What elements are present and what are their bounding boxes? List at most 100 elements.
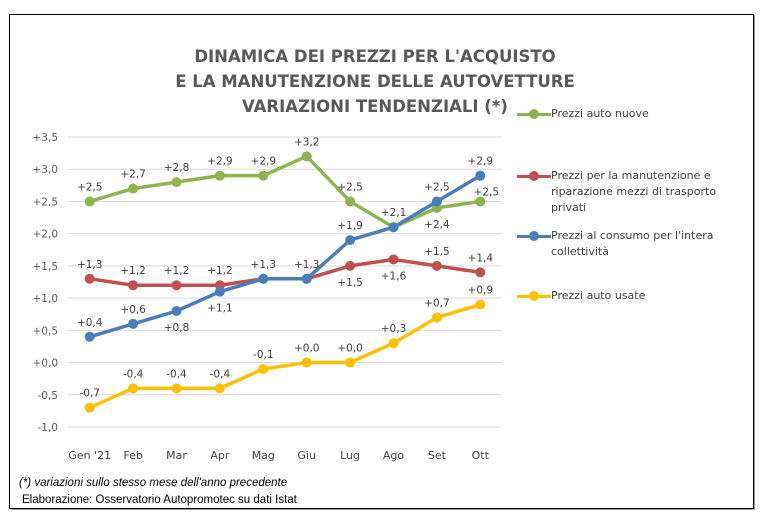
series-4 <box>84 299 486 413</box>
data-label: +0,0 <box>294 343 320 355</box>
data-label: +1,5 <box>337 277 363 289</box>
data-point <box>128 383 139 394</box>
data-point <box>258 364 269 374</box>
data-label: -0,4 <box>166 368 187 380</box>
y-tick-label: +2,0 <box>33 229 59 241</box>
data-label: +1,2 <box>120 265 146 277</box>
legend-label: Prezzi auto usate <box>551 289 646 302</box>
data-label: +0,3 <box>381 323 407 335</box>
data-point <box>345 196 356 207</box>
data-label: +1,2 <box>207 265 233 277</box>
x-tick-label: Feb <box>123 449 142 462</box>
y-tick-label: -1,0 <box>38 422 59 434</box>
data-label: +0,0 <box>337 343 363 355</box>
data-label: +2,8 <box>164 162 190 174</box>
data-label: +1,4 <box>468 252 494 264</box>
data-point <box>171 383 182 394</box>
x-tick-label: Apr <box>210 449 230 462</box>
x-tick-label: Ott <box>472 449 490 462</box>
data-point <box>301 151 312 162</box>
data-label: +1,9 <box>337 220 363 232</box>
data-point <box>128 318 139 329</box>
data-point <box>171 280 182 291</box>
data-point <box>84 331 95 342</box>
series-3 <box>84 170 486 342</box>
data-point <box>475 196 486 207</box>
y-tick-label: -0,5 <box>38 390 59 402</box>
data-label: +1,5 <box>424 246 450 258</box>
data-point <box>431 312 442 323</box>
gridlines <box>68 136 502 428</box>
data-point <box>345 260 356 271</box>
data-label: +0,8 <box>164 322 190 334</box>
data-point <box>258 273 269 284</box>
data-label: +2,4 <box>424 219 450 231</box>
data-point <box>431 196 442 207</box>
footnote: (*) variazioni sullo stesso mese dell'an… <box>19 477 288 489</box>
data-label: +2,9 <box>468 156 494 168</box>
data-point <box>128 280 139 291</box>
data-label: +2,5 <box>474 186 500 198</box>
data-label: +0,9 <box>468 285 494 297</box>
data-point <box>128 183 139 194</box>
data-point <box>431 260 442 271</box>
legend-item-auto-nuove[interactable]: Prezzi auto nuove <box>517 107 741 122</box>
y-tick-label: +2,5 <box>33 196 59 208</box>
data-point <box>214 286 225 297</box>
legend-label: Prezzi per la manutenzione e <box>551 169 711 182</box>
data-label: +0,4 <box>77 317 103 329</box>
series-line <box>87 302 483 410</box>
chart-title-line-1: DINAMICA DEI PREZZI PER L'ACQUISTO <box>194 47 556 66</box>
y-axis-labels: +3,5 +3,0 +2,5 +2,0 +1,5 +1,0 +0,5 +0,0 -0,5 -1,0 <box>33 132 59 434</box>
legend-label: privati <box>551 201 587 214</box>
x-tick-label: Mag <box>252 449 275 462</box>
data-label: +2,7 <box>120 169 146 181</box>
y-tick-label: +0,0 <box>33 358 59 370</box>
data-point <box>388 338 399 349</box>
data-label: -0,4 <box>210 368 231 380</box>
legend-marker-auto-usate <box>517 290 551 302</box>
legend-marker-auto-nuove <box>517 108 551 120</box>
data-label: +2,5 <box>77 181 103 193</box>
series-line <box>87 173 483 339</box>
data-label: +3,2 <box>294 136 320 148</box>
data-label: -0,1 <box>253 349 274 361</box>
data-label: +1,6 <box>381 270 407 282</box>
x-tick-label: Lug <box>340 449 360 462</box>
data-point <box>84 273 95 284</box>
data-point <box>258 170 269 181</box>
data-label: +2,5 <box>337 181 363 193</box>
legend-marker-manutenzione <box>517 170 551 182</box>
data-label: +1,3 <box>77 259 103 271</box>
series-1 <box>84 151 486 233</box>
series-line <box>87 154 483 229</box>
legend-label: Prezzi al consumo per l'intera <box>551 229 714 242</box>
legend-item-manutenzione[interactable]: Prezzi per la manutenzione e riparazione… <box>517 169 741 216</box>
data-label: +2,5 <box>424 181 450 193</box>
legend-item-consumo[interactable]: Prezzi al consumo per l'intera collettiv… <box>517 229 741 260</box>
legend-item-auto-usate[interactable]: Prezzi auto usate <box>517 289 741 304</box>
x-tick-label: Giu <box>297 449 316 462</box>
y-tick-label: +1,5 <box>33 261 59 273</box>
data-label: +0,6 <box>120 304 146 316</box>
legend-label: Prezzi auto nuove <box>551 107 649 120</box>
y-tick-label: +3,5 <box>33 132 59 144</box>
series-lines <box>84 151 486 413</box>
data-label: +1,1 <box>207 303 233 315</box>
chart-title-line-3: VARIAZIONI TENDENZIALI (*) <box>242 97 508 116</box>
x-tick-label: Gen '21 <box>68 449 111 462</box>
y-tick-label: +1,0 <box>33 293 59 305</box>
y-tick-label: +3,0 <box>33 164 59 176</box>
data-point <box>84 196 95 207</box>
data-label: +1,3 <box>294 259 320 271</box>
data-label: +0,7 <box>424 297 450 309</box>
x-tick-label: Set <box>428 449 447 462</box>
x-axis-labels: Gen '21 Feb Mar Apr Mag Giu Lug Ago Set Ott <box>68 449 489 462</box>
data-labels: +2,5 +2,7 +2,8 +2,9 +2,9 +3,2 +2,5 +2,4 +2,5 +1,3… <box>77 136 499 399</box>
data-point <box>171 177 182 188</box>
data-label: +2,9 <box>207 156 233 168</box>
data-point <box>388 254 399 265</box>
data-label: +2,9 <box>251 156 277 168</box>
data-point <box>475 170 486 181</box>
